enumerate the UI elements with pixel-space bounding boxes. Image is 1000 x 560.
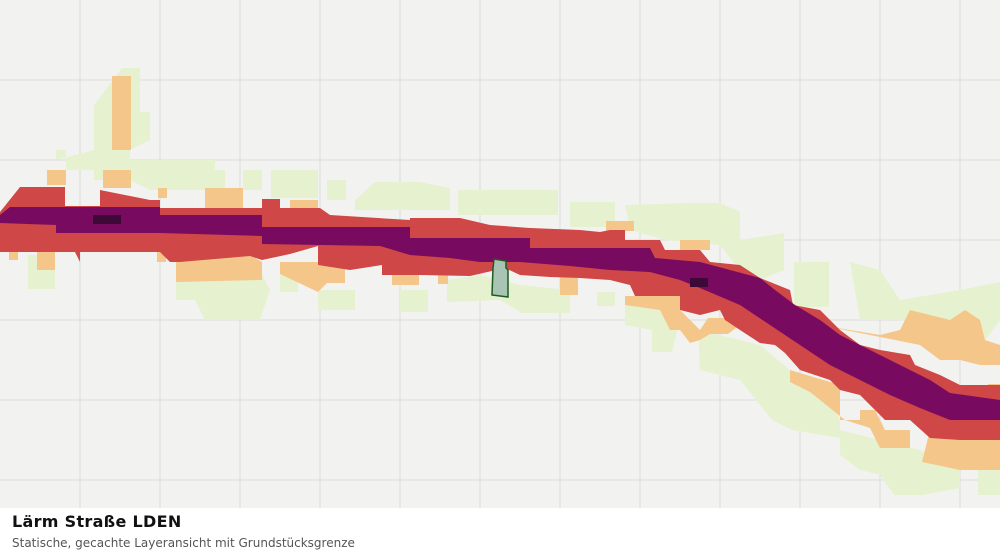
caption: Lärm Straße LDEN Statische, gecachte Lay… <box>12 512 992 550</box>
map <box>0 0 1000 508</box>
noise-extreme <box>93 215 121 224</box>
noise-very-high <box>0 207 1000 420</box>
parcel-boundary <box>491 258 509 298</box>
noise-medium <box>9 76 1000 470</box>
map-subtitle: Statische, gecachte Layeransicht mit Gru… <box>12 536 355 550</box>
map-title: Lärm Straße LDEN <box>12 512 182 531</box>
noise-low <box>28 68 1000 495</box>
noise-extreme <box>690 278 708 287</box>
noise-high <box>0 187 1000 440</box>
